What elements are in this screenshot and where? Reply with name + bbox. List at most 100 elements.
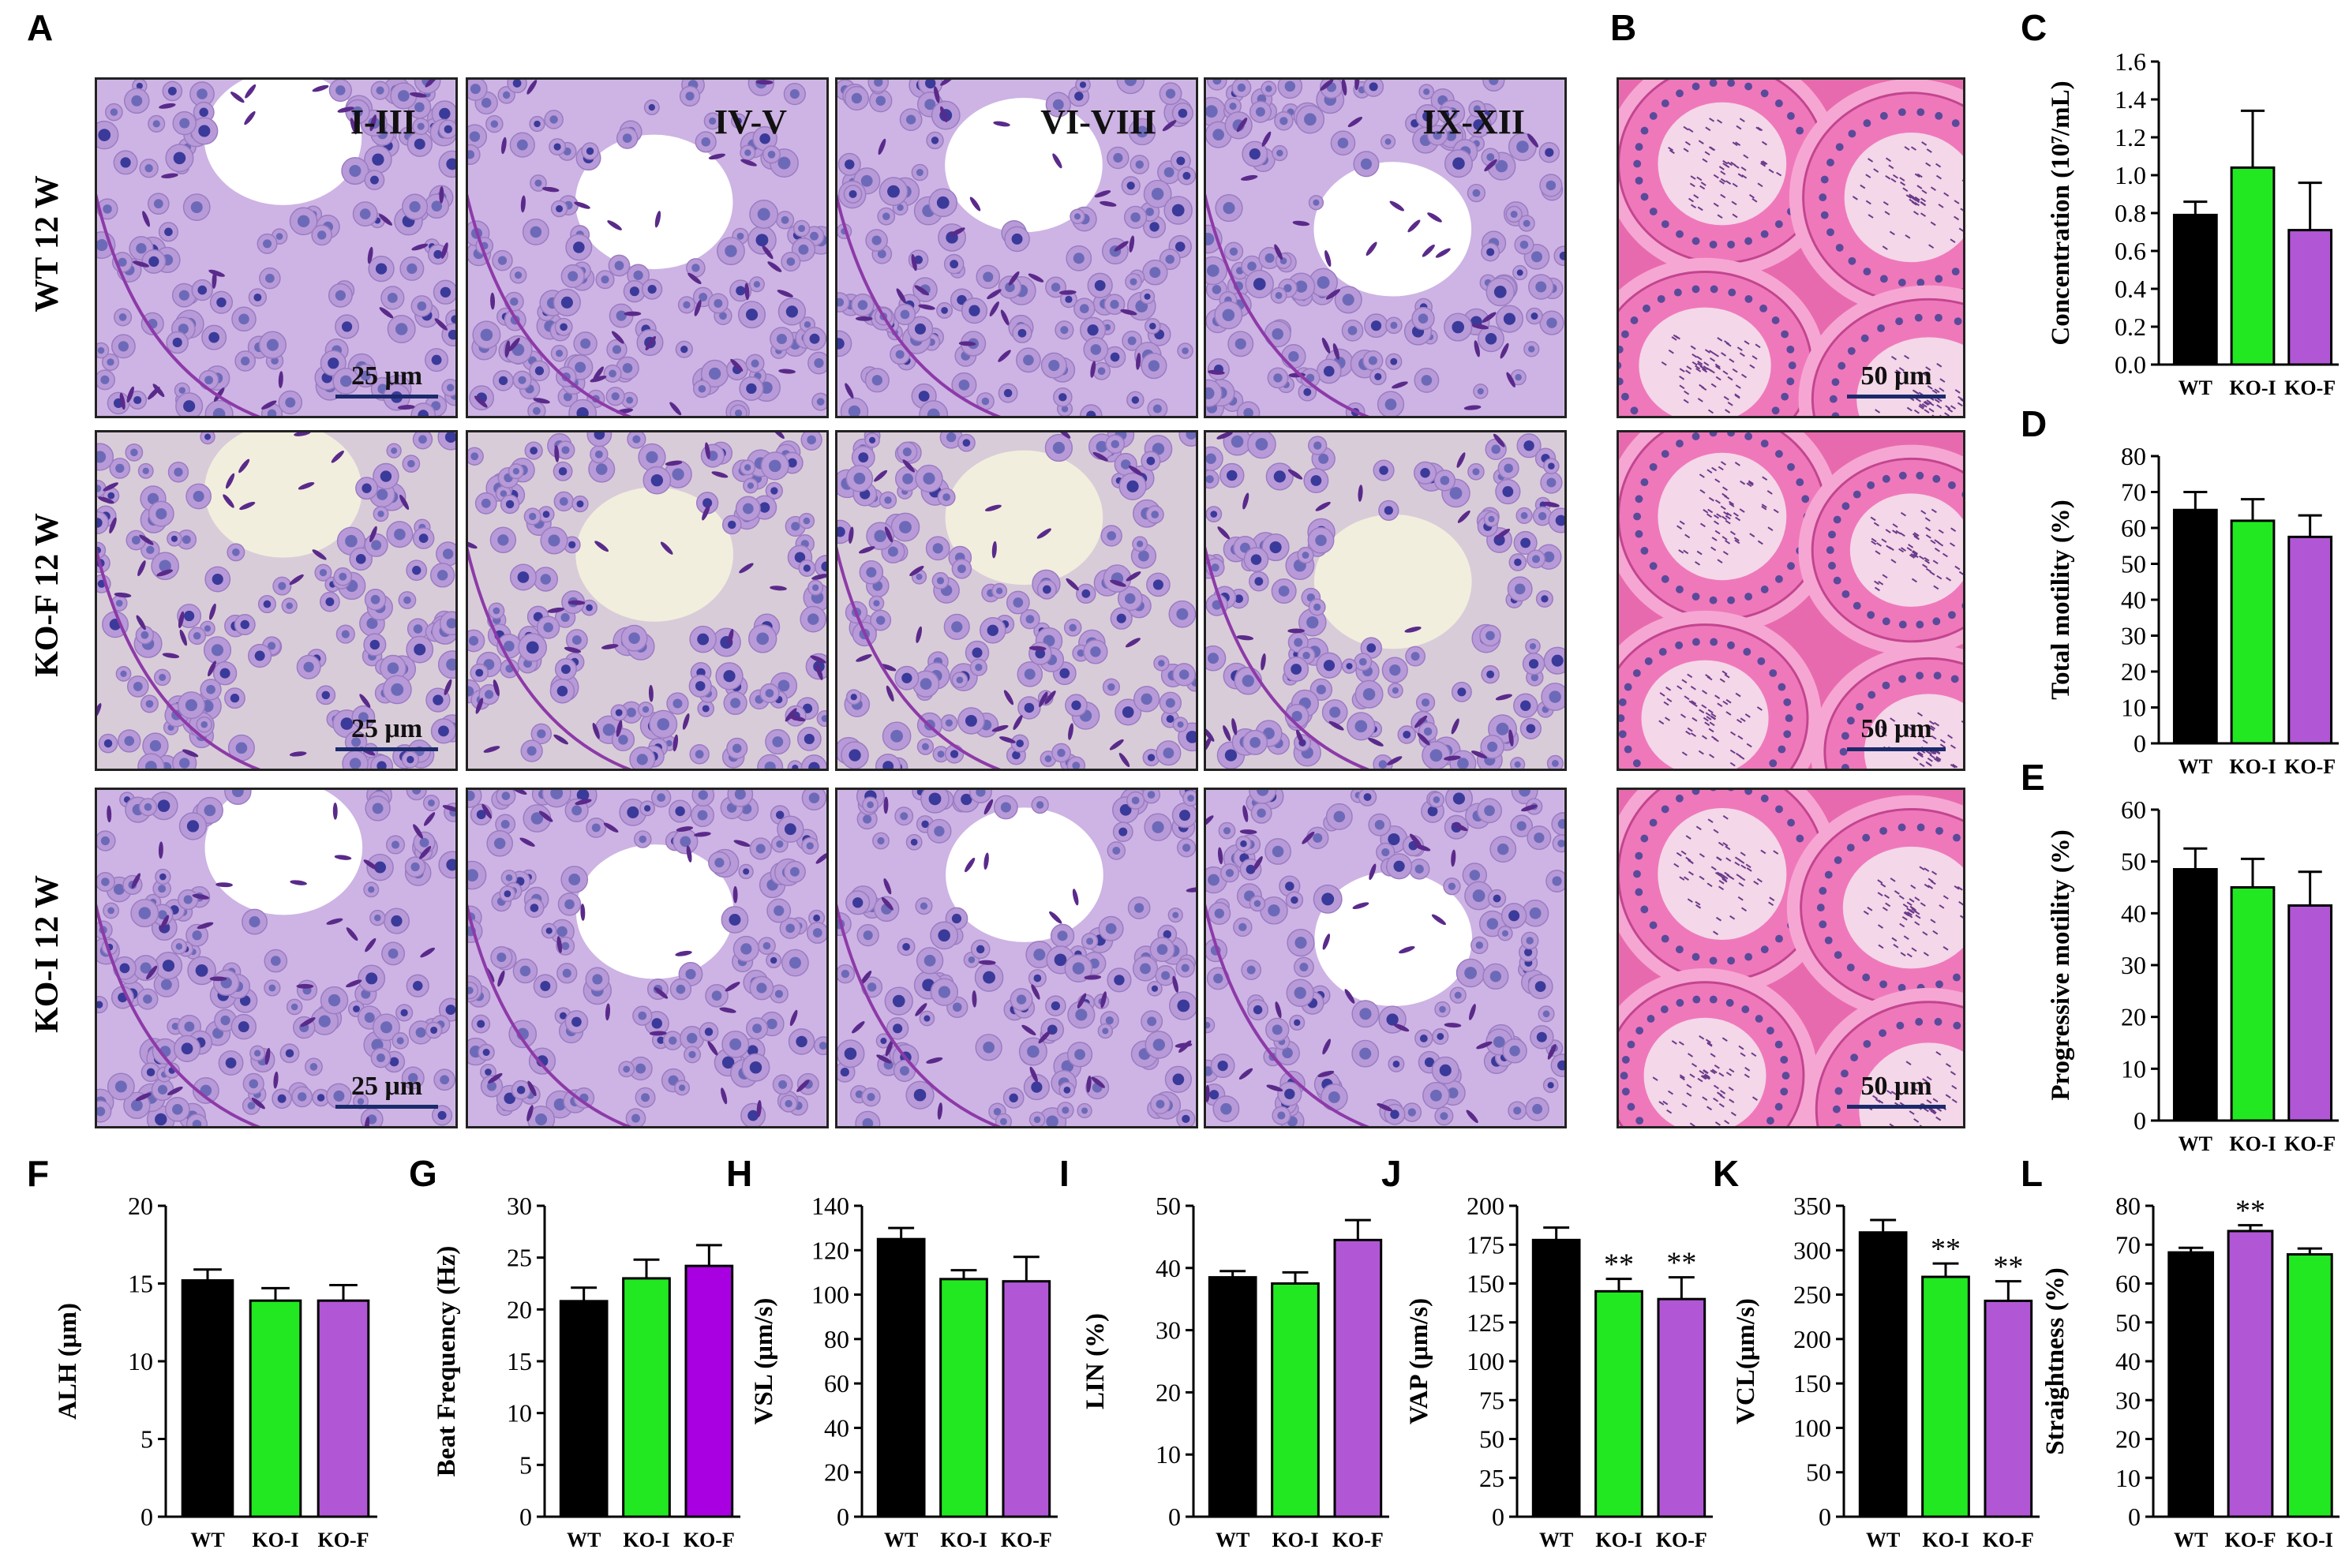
panel-letter-f: F xyxy=(27,1153,50,1194)
y-tick-label: 0 xyxy=(1492,1503,1504,1531)
y-axis-label: ALH (μm) xyxy=(54,1303,82,1420)
significance-marker: ** xyxy=(2235,1195,2265,1228)
y-tick-label: 30 xyxy=(2121,622,2146,650)
bar xyxy=(559,1300,609,1518)
stage-label: I-III xyxy=(350,103,416,141)
scale-bar: 25 μm xyxy=(335,1073,438,1109)
micrograph-testis: 25 μm xyxy=(95,788,458,1128)
micrograph-testis: IV-V xyxy=(466,77,829,418)
micrograph-testis: VI-VIII xyxy=(835,77,1198,418)
bar xyxy=(2230,166,2276,366)
y-tick-label: 0 xyxy=(519,1503,532,1531)
bar xyxy=(2172,508,2218,745)
y-tick-label: 0.4 xyxy=(2115,275,2146,303)
scale-bar-label: 50 μm xyxy=(1860,1072,1932,1101)
y-tick-label: 15 xyxy=(128,1270,153,1298)
y-tick-label: 5 xyxy=(140,1425,153,1454)
x-tick-label: KO-F xyxy=(684,1529,735,1551)
y-tick-label: 30 xyxy=(1156,1316,1181,1345)
bar xyxy=(181,1279,234,1518)
bar xyxy=(1002,1280,1051,1518)
y-tick-label: 1.2 xyxy=(2115,123,2146,152)
y-tick-label: 10 xyxy=(1156,1440,1181,1469)
x-tick-label: KO-I xyxy=(1595,1529,1642,1551)
x-tick-label: KO-I xyxy=(1272,1529,1318,1551)
x-tick-label: KO-I xyxy=(2229,1132,2276,1155)
panel-letter-e: E xyxy=(2021,757,2045,798)
y-tick-label: 0 xyxy=(837,1503,849,1531)
scale-bar-label: 25 μm xyxy=(350,1072,423,1101)
y-tick-label: 10 xyxy=(2115,1464,2141,1492)
y-tick-label: 75 xyxy=(1479,1386,1504,1414)
bar xyxy=(2230,886,2276,1122)
panel-letter-b: B xyxy=(1610,7,1637,48)
bar xyxy=(1921,1275,1970,1518)
bar xyxy=(249,1299,302,1518)
x-tick-label: KO-F xyxy=(1656,1529,1707,1551)
y-tick-label: 20 xyxy=(2121,1003,2146,1031)
y-tick-label: 80 xyxy=(2121,442,2146,470)
y-axis-label: Progressive motility (%) xyxy=(2047,829,2075,1100)
x-tick-label: WT xyxy=(567,1529,601,1551)
x-tick-label: KO-I xyxy=(252,1529,298,1551)
y-tick-label: 10 xyxy=(128,1347,153,1375)
x-tick-label: WT xyxy=(2179,1132,2212,1155)
bar xyxy=(876,1237,926,1518)
chart-progressive-motility: 0 10 20 30 40 50 60 Progressive motility (%) WT K… xyxy=(2047,795,2339,1155)
y-tick-label: 100 xyxy=(1793,1413,1831,1442)
bar xyxy=(939,1278,988,1518)
y-tick-label: 10 xyxy=(507,1399,532,1428)
y-tick-label: 250 xyxy=(1793,1281,1831,1309)
bar xyxy=(1858,1231,1908,1518)
bar xyxy=(622,1277,671,1518)
micrograph-testis: I-III 25 μm xyxy=(95,77,458,418)
bar xyxy=(2287,535,2333,745)
micrograph-testis xyxy=(835,788,1198,1128)
y-tick-label: 30 xyxy=(507,1192,532,1220)
chart-lin: 0 10 20 30 40 50 LIN (%) WT KO-I KO-F xyxy=(1081,1192,1389,1551)
y-tick-label: 15 xyxy=(507,1347,532,1375)
scale-bar-line xyxy=(1847,395,1946,399)
x-tick-label: KO-F xyxy=(2225,1529,2276,1551)
y-tick-label: 125 xyxy=(1467,1308,1504,1337)
scale-bar: 25 μm xyxy=(335,363,438,399)
row-label-ko-f: KO-F 12 W xyxy=(29,513,66,677)
micrograph-epididymis: 50 μm xyxy=(1617,77,1965,418)
y-tick-label: 100 xyxy=(811,1281,849,1309)
scale-bar-label: 50 μm xyxy=(1860,714,1932,743)
y-axis-label: VSL (μm/s) xyxy=(750,1298,778,1425)
x-tick-label: WT xyxy=(884,1529,918,1551)
y-axis-label: Beat Frequency (Hz) xyxy=(433,1246,461,1477)
bar xyxy=(2172,868,2218,1122)
panel-letter-h: H xyxy=(726,1153,753,1194)
y-tick-label: 10 xyxy=(2121,1054,2146,1083)
x-tick-label: KO-I xyxy=(623,1529,669,1551)
x-tick-label: KO-I xyxy=(940,1529,987,1551)
scale-bar-label: 25 μm xyxy=(350,714,423,743)
y-tick-label: 0 xyxy=(140,1503,153,1531)
x-tick-label: KO-I xyxy=(2229,755,2276,778)
y-tick-label: 50 xyxy=(1806,1458,1831,1487)
panel-letter-c: C xyxy=(2021,7,2047,48)
y-tick-label: 25 xyxy=(1479,1464,1504,1492)
y-tick-label: 100 xyxy=(1467,1347,1504,1375)
micrograph-testis xyxy=(466,788,829,1128)
y-tick-label: 0 xyxy=(2134,729,2146,758)
bar xyxy=(2287,904,2333,1122)
stage-label: VI-VIII xyxy=(1040,103,1156,141)
y-tick-label: 50 xyxy=(2115,1308,2141,1337)
chart-beat-frequency: 0 5 10 15 20 25 30 Beat Frequency (Hz) WT KO-I KO-… xyxy=(433,1192,740,1551)
panel-letter-j: J xyxy=(1381,1153,1402,1194)
y-tick-label: 150 xyxy=(1467,1270,1504,1298)
y-tick-label: 0.2 xyxy=(2115,312,2146,341)
stage-label: IV-V xyxy=(714,103,787,141)
y-tick-label: 200 xyxy=(1793,1325,1831,1353)
y-tick-label: 1.6 xyxy=(2115,47,2146,76)
x-tick-label: WT xyxy=(2179,755,2212,778)
bar xyxy=(1208,1276,1257,1518)
y-tick-label: 140 xyxy=(811,1192,849,1220)
y-tick-label: 25 xyxy=(507,1244,532,1272)
micrograph-epididymis: 50 μm xyxy=(1617,430,1965,771)
row-label-wt: WT 12 W xyxy=(29,175,66,312)
scale-bar-line xyxy=(335,747,438,751)
